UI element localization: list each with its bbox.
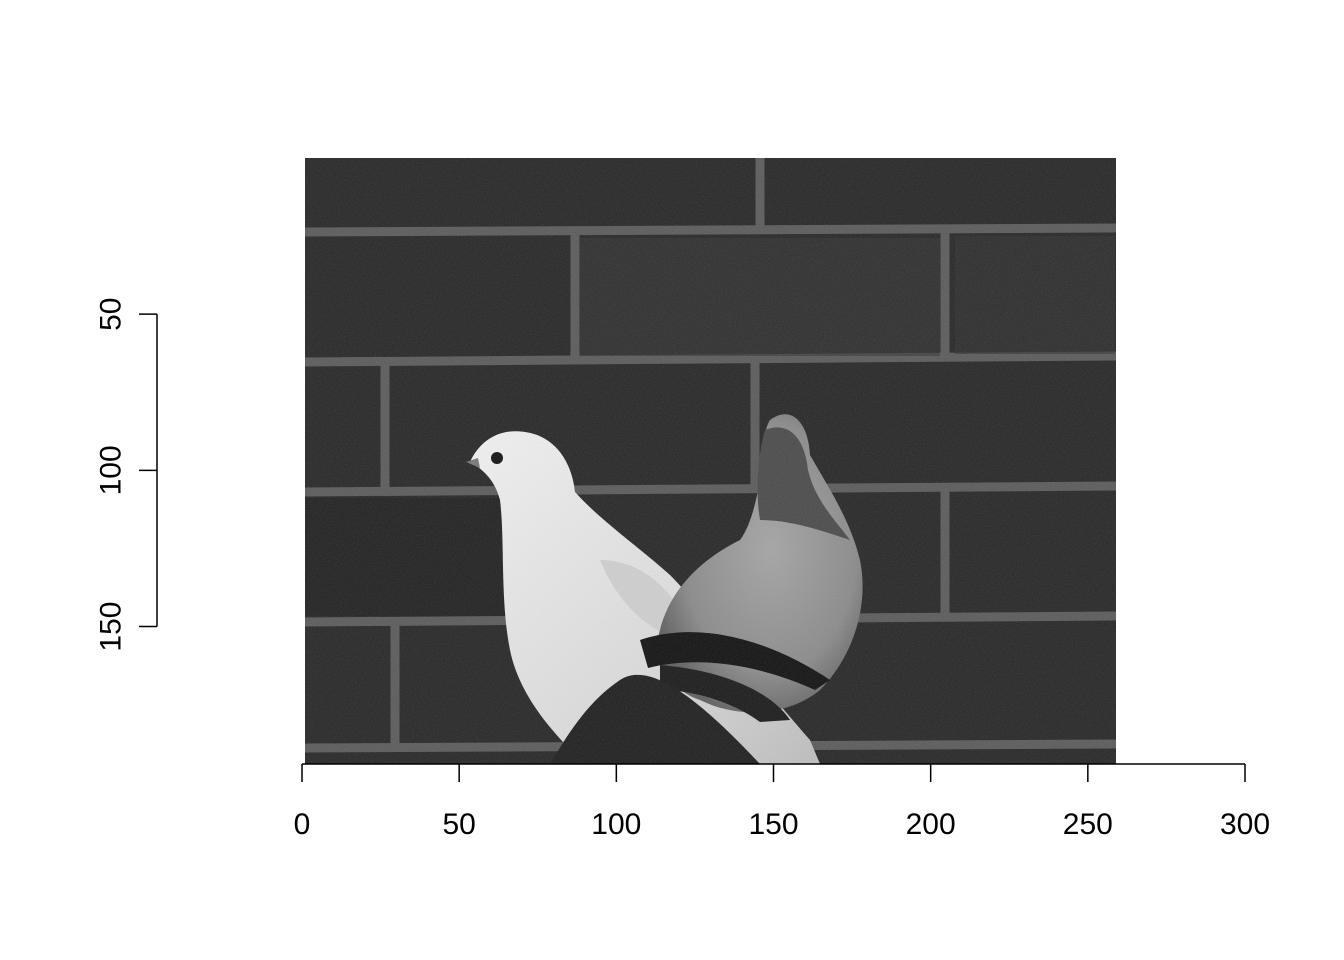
x-axis: 0 50 100 150 200 250 300 [294,763,1270,841]
x-tick-label: 0 [294,808,311,841]
y-axis: 50 100 150 [95,297,158,652]
x-tick-label: 150 [748,808,798,841]
x-tick-label: 100 [591,808,641,841]
x-tick-label: 200 [906,808,956,841]
y-tick-label: 50 [95,297,128,330]
photo-raster [305,158,1116,764]
x-tick-label: 300 [1220,808,1270,841]
y-tick-label: 100 [95,445,128,495]
x-tick-label: 250 [1063,808,1113,841]
x-tick-label: 50 [442,808,475,841]
y-tick-label: 150 [95,602,128,652]
